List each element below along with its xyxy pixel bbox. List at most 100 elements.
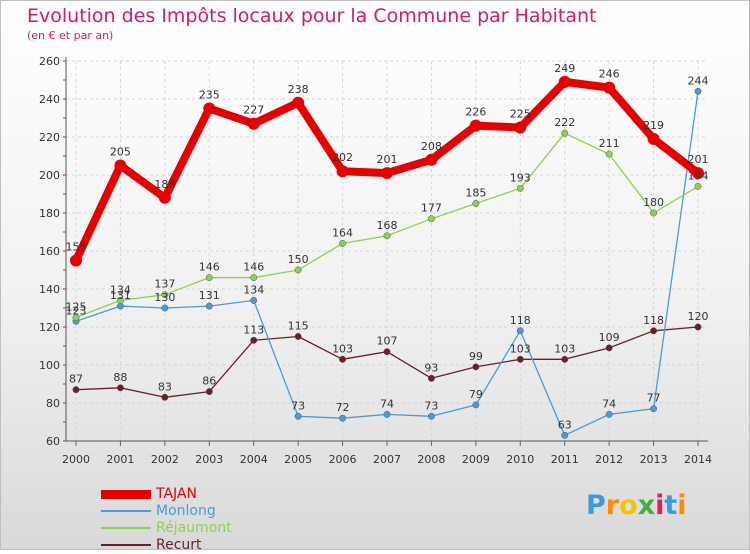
data-label-monlong: 72 — [336, 401, 350, 414]
data-point-monlong — [161, 304, 169, 312]
data-point-recurt — [116, 384, 124, 392]
x-tick-label: 2014 — [684, 453, 712, 466]
data-label-monlong: 131 — [110, 289, 131, 302]
data-point-rejaumont — [605, 150, 613, 158]
data-label-monlong: 79 — [469, 388, 483, 401]
y-tick-label: 200 — [39, 169, 60, 182]
data-point-rejaumont — [694, 182, 702, 190]
data-label-rejaumont: 211 — [599, 137, 620, 150]
data-label-monlong: 118 — [510, 314, 531, 327]
legend-swatch — [101, 527, 151, 529]
data-label-monlong: 77 — [647, 392, 661, 405]
data-point-recurt — [650, 327, 658, 335]
y-tick-label: 100 — [39, 359, 60, 372]
x-tick-label: 2012 — [595, 453, 623, 466]
data-point-rejaumont — [250, 274, 258, 282]
data-point-monlong — [427, 412, 435, 420]
data-point-monlong — [205, 302, 213, 310]
data-point-tajan — [381, 167, 393, 180]
data-point-monlong — [561, 431, 569, 439]
legend-label: Monlong — [156, 503, 216, 519]
data-label-monlong: 123 — [66, 304, 87, 317]
legend-swatch — [101, 544, 151, 546]
x-tick-label: 2002 — [151, 453, 179, 466]
data-label-recurt: 103 — [510, 342, 531, 355]
data-point-rejaumont — [650, 209, 658, 217]
data-label-monlong: 73 — [424, 399, 438, 412]
data-point-recurt — [339, 355, 347, 363]
x-tick-label: 2003 — [195, 453, 223, 466]
data-label-tajan: 155 — [66, 241, 87, 254]
x-tick-label: 2007 — [373, 453, 401, 466]
data-point-tajan — [647, 132, 660, 145]
x-tick-label: 2006 — [329, 453, 357, 466]
data-labels: 87 88 83 86 113 115 103 107 93 99 103 103 109 118 120 1… — [66, 62, 709, 431]
data-label-monlong: 134 — [243, 283, 264, 296]
logo-letter: x — [637, 490, 656, 521]
data-point-monlong — [116, 302, 124, 310]
data-label-recurt: 115 — [288, 320, 309, 333]
data-label-tajan: 202 — [332, 151, 353, 164]
data-point-monlong — [383, 410, 391, 418]
logo-letter: o — [619, 490, 638, 521]
logo-letter: r — [605, 490, 620, 521]
data-label-rejaumont: 146 — [243, 261, 264, 274]
data-label-recurt: 103 — [332, 342, 353, 355]
series-lines — [70, 75, 704, 439]
data-label-monlong: 244 — [688, 74, 709, 87]
x-tick-label: 2010 — [506, 453, 534, 466]
data-label-rejaumont: 222 — [554, 116, 575, 129]
data-point-recurt — [472, 363, 480, 371]
data-label-tajan: 219 — [643, 119, 664, 132]
data-point-monlong — [605, 410, 613, 418]
y-tick-label: 180 — [39, 207, 60, 220]
data-point-tajan — [692, 167, 704, 180]
data-label-tajan: 201 — [377, 153, 398, 166]
data-point-recurt — [72, 386, 80, 394]
data-point-rejaumont — [383, 232, 391, 240]
data-point-recurt — [294, 333, 302, 340]
data-label-recurt: 109 — [599, 331, 620, 344]
data-label-monlong: 74 — [380, 397, 394, 410]
data-point-rejaumont — [561, 129, 569, 137]
data-point-rejaumont — [72, 314, 80, 321]
data-label-rejaumont: 137 — [154, 278, 175, 291]
y-tick-label: 120 — [39, 321, 60, 334]
data-point-recurt — [605, 344, 613, 352]
data-point-monlong — [339, 414, 347, 422]
data-label-monlong: 130 — [154, 291, 175, 304]
data-point-tajan — [425, 153, 438, 166]
data-label-tajan: 208 — [421, 140, 442, 153]
legend-swatch — [101, 510, 151, 512]
data-label-rejaumont: 177 — [421, 202, 442, 215]
data-point-rejaumont — [294, 266, 302, 274]
y-tick-label: 60 — [46, 435, 60, 448]
data-point-tajan — [247, 117, 260, 130]
data-label-rejaumont: 168 — [377, 219, 398, 232]
data-point-tajan — [336, 165, 349, 178]
data-label-monlong: 74 — [602, 397, 616, 410]
chart-subtitle: (en € et par an) — [27, 29, 114, 42]
data-point-monlong — [294, 412, 302, 420]
y-tick-label: 140 — [39, 283, 60, 296]
data-label-rejaumont: 150 — [288, 253, 309, 266]
data-point-rejaumont — [116, 296, 124, 304]
x-tick-label: 2001 — [106, 453, 134, 466]
data-point-monlong — [516, 327, 524, 335]
data-label-recurt: 99 — [469, 350, 483, 363]
data-point-tajan — [158, 191, 171, 204]
data-point-tajan — [114, 159, 127, 172]
data-label-recurt: 93 — [424, 361, 438, 374]
y-tick-label: 240 — [39, 93, 60, 106]
x-tick-label: 2009 — [462, 453, 490, 466]
data-point-monlong — [650, 405, 658, 413]
y-tick-label: 160 — [39, 245, 60, 258]
data-label-tajan: 227 — [243, 104, 264, 117]
data-label-rejaumont: 164 — [332, 226, 353, 239]
data-point-recurt — [161, 393, 169, 401]
proxiti-logo: Proxiti — [586, 490, 687, 521]
data-point-recurt — [516, 355, 524, 363]
data-label-tajan: 246 — [599, 68, 620, 81]
x-tick-label: 2004 — [240, 453, 268, 466]
